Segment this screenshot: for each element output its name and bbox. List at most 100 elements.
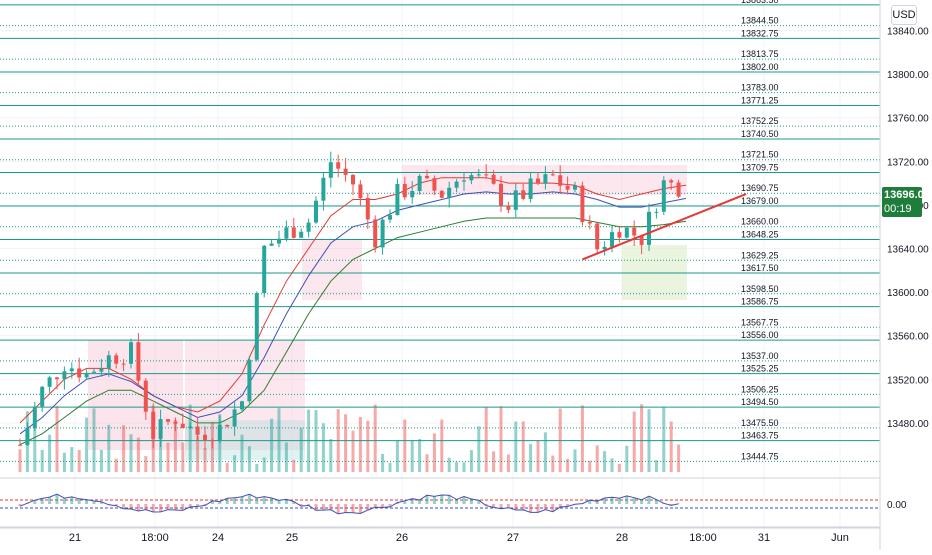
volume-bar-36 bbox=[285, 442, 288, 472]
candle-body-30 bbox=[240, 401, 244, 409]
volume-bar-65 bbox=[500, 406, 503, 472]
x-tick-label-9: Jun bbox=[831, 532, 849, 544]
candle-body-9 bbox=[85, 373, 89, 378]
y-tick-label-5: 13640.00 bbox=[887, 245, 929, 256]
level-label-9: 13721.50 bbox=[741, 150, 779, 160]
y-tick-label-9: 13480.00 bbox=[887, 419, 929, 430]
osc-bar-32 bbox=[255, 498, 258, 504]
candle-body-22 bbox=[181, 424, 185, 428]
volume-bar-22 bbox=[181, 442, 184, 472]
osc-bar-57 bbox=[440, 495, 443, 504]
level-label-10: 13709.75 bbox=[741, 163, 779, 173]
osc-bar-59 bbox=[455, 500, 458, 504]
volume-bar-44 bbox=[344, 414, 347, 472]
candle-body-64 bbox=[492, 175, 496, 184]
volume-bar-45 bbox=[352, 431, 355, 472]
osc-bar-69 bbox=[529, 504, 532, 512]
osc-bar-5 bbox=[56, 494, 59, 504]
candle-body-18 bbox=[151, 412, 155, 439]
volume-bar-28 bbox=[226, 463, 229, 472]
osc-bar-31 bbox=[248, 494, 251, 504]
candle-body-75 bbox=[573, 186, 577, 190]
osc-bar-83 bbox=[633, 498, 636, 504]
volume-bar-75 bbox=[574, 449, 577, 472]
volume-bar-49 bbox=[381, 454, 384, 472]
volume-bar-89 bbox=[677, 444, 680, 472]
volume-bar-25 bbox=[204, 448, 207, 472]
volume-bar-20 bbox=[167, 443, 170, 472]
level-label-19: 13567.75 bbox=[741, 317, 779, 327]
currency-button[interactable]: USD bbox=[891, 5, 917, 25]
osc-bar-34 bbox=[270, 498, 273, 504]
x-tick-label-2: 24 bbox=[212, 532, 224, 544]
volume-bar-66 bbox=[507, 454, 510, 472]
zone-red-3 bbox=[302, 240, 362, 300]
osc-bar-48 bbox=[374, 504, 377, 507]
volume-bar-74 bbox=[566, 459, 569, 472]
y-tick-label-2: 13760.00 bbox=[887, 114, 929, 125]
level-label-16: 13617.50 bbox=[741, 263, 779, 273]
candle-body-53 bbox=[410, 191, 414, 197]
osc-bar-16 bbox=[137, 504, 140, 511]
osc-bar-17 bbox=[144, 504, 147, 510]
candle-body-78 bbox=[595, 224, 599, 250]
candle-body-14 bbox=[122, 364, 126, 365]
osc-bar-82 bbox=[625, 496, 628, 504]
osc-bar-45 bbox=[352, 504, 355, 513]
candle-body-16 bbox=[136, 342, 140, 381]
osc-bar-29 bbox=[233, 498, 236, 504]
candle-body-7 bbox=[70, 368, 74, 371]
candle-body-24 bbox=[196, 427, 200, 435]
osc-bar-58 bbox=[448, 495, 451, 504]
volume-bar-13 bbox=[115, 459, 118, 472]
y-tick-label-7: 13560.00 bbox=[887, 332, 929, 343]
osc-bar-21 bbox=[174, 504, 177, 510]
volume-bar-15 bbox=[130, 434, 133, 472]
volume-bar-5 bbox=[56, 406, 59, 472]
volume-bar-63 bbox=[485, 407, 488, 472]
candle-body-36 bbox=[284, 227, 288, 238]
volume-bar-0 bbox=[19, 449, 22, 472]
candle-body-52 bbox=[403, 184, 407, 197]
candle-body-20 bbox=[166, 419, 170, 422]
level-label-14: 13648.25 bbox=[741, 230, 779, 240]
candle-body-86 bbox=[654, 212, 658, 213]
osc-bar-18 bbox=[152, 504, 155, 512]
level-label-0: 13863.50 bbox=[741, 0, 779, 5]
level-label-20: 13556.00 bbox=[741, 330, 779, 340]
volume-bar-17 bbox=[144, 456, 147, 472]
candle-body-26 bbox=[210, 440, 214, 441]
candle-body-38 bbox=[299, 232, 303, 238]
osc-bar-56 bbox=[433, 496, 436, 504]
osc-bar-67 bbox=[514, 504, 517, 510]
level-label-13: 13660.00 bbox=[741, 217, 779, 227]
volume-bar-71 bbox=[544, 432, 547, 472]
y-tick-label-1: 13800.00 bbox=[887, 70, 929, 81]
candle-body-44 bbox=[344, 169, 348, 175]
osc-bar-66 bbox=[507, 504, 510, 508]
osc-bar-44 bbox=[344, 504, 347, 513]
level-label-21: 13537.00 bbox=[741, 351, 779, 361]
candle-body-34 bbox=[270, 244, 274, 246]
candle-body-83 bbox=[632, 228, 636, 236]
level-label-8: 13740.50 bbox=[741, 129, 779, 139]
volume-bar-69 bbox=[529, 444, 532, 472]
volume-bar-7 bbox=[70, 447, 73, 472]
level-label-22: 13525.25 bbox=[741, 364, 779, 374]
candle-body-42 bbox=[329, 162, 333, 178]
volume-bar-42 bbox=[329, 439, 332, 472]
osc-bar-41 bbox=[322, 504, 325, 510]
x-tick-label-5: 27 bbox=[507, 532, 519, 544]
candle-body-32 bbox=[255, 293, 259, 360]
candle-body-87 bbox=[662, 180, 666, 211]
zone-green-1 bbox=[622, 245, 687, 300]
candle-body-12 bbox=[107, 355, 111, 368]
candle-body-4 bbox=[48, 377, 52, 386]
candle-body-70 bbox=[536, 179, 540, 184]
y-tick-label-0: 13840.00 bbox=[887, 27, 929, 38]
volume-bar-38 bbox=[300, 428, 303, 472]
volume-bar-50 bbox=[389, 463, 392, 472]
candle-body-11 bbox=[99, 369, 103, 372]
